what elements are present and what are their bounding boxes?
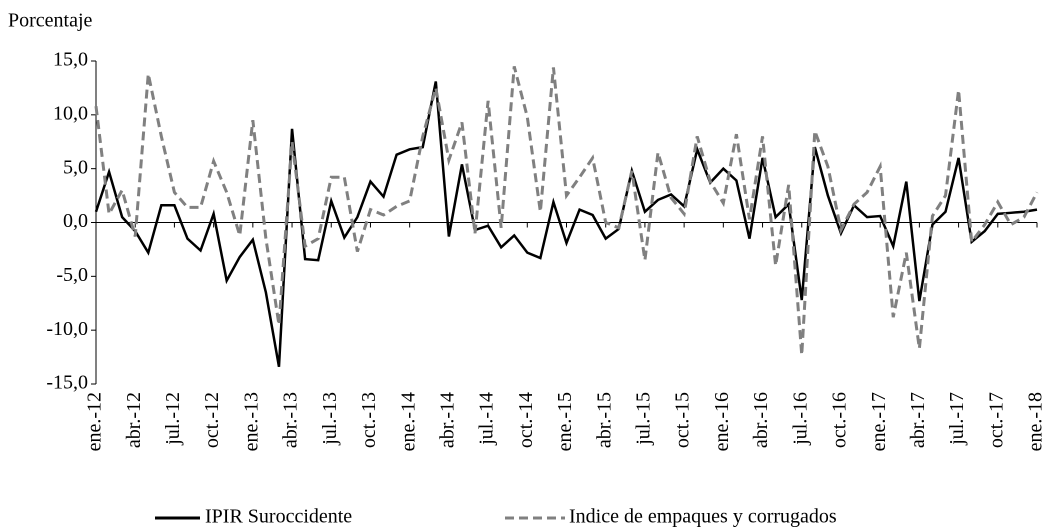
x-tick-label: abr.-12 xyxy=(123,392,145,448)
x-tick-label: ene.-18 xyxy=(1025,392,1047,451)
y-tick-label: 10,0 xyxy=(53,102,88,124)
x-tick-label: oct.-16 xyxy=(829,392,851,448)
y-tick-label: -10,0 xyxy=(46,318,88,340)
x-tick-label: abr.-14 xyxy=(436,392,458,448)
x-tick-label: abr.-15 xyxy=(593,392,615,448)
x-tick-label: jul.-15 xyxy=(633,392,655,446)
x-tick-label: ene.-14 xyxy=(397,392,419,451)
x-tick-label: abr.-17 xyxy=(907,392,929,448)
x-tick-label: ene.-15 xyxy=(554,392,576,451)
x-tick-label: oct.-15 xyxy=(672,392,694,448)
y-tick-label: 0,0 xyxy=(63,210,88,232)
series-line xyxy=(94,66,1039,356)
x-tick-label: ene.-12 xyxy=(84,392,106,451)
legend-label: IPIR Suroccidente xyxy=(205,506,352,528)
y-axis-label: Porcentaje xyxy=(8,10,93,32)
x-tick-label: jul.-13 xyxy=(319,392,341,446)
legend-label: Indice de empaques y corrugados xyxy=(569,506,837,528)
x-tick-label: abr.-13 xyxy=(280,392,302,448)
x-tick-label: ene.-16 xyxy=(711,392,733,451)
y-tick-label: 15,0 xyxy=(53,49,88,71)
x-tick-label: jul.-16 xyxy=(789,392,811,446)
x-tick-label: jul.-17 xyxy=(946,392,968,446)
series-line xyxy=(94,81,1038,367)
x-tick-label: oct.-12 xyxy=(201,392,223,448)
x-tick-label: oct.-13 xyxy=(358,392,380,448)
x-tick-label: jul.-14 xyxy=(476,392,498,446)
y-tick-label: -5,0 xyxy=(56,264,88,286)
y-tick-label: 5,0 xyxy=(63,156,88,178)
x-tick-label: ene.-13 xyxy=(240,392,262,451)
x-tick-label: jul.-12 xyxy=(162,392,184,446)
y-tick-label: -15,0 xyxy=(46,372,88,394)
x-tick-label: ene.-17 xyxy=(868,392,890,451)
x-tick-label: oct.-17 xyxy=(985,392,1007,448)
x-tick-label: oct.-14 xyxy=(515,392,537,448)
x-tick-label: abr.-16 xyxy=(750,392,772,448)
